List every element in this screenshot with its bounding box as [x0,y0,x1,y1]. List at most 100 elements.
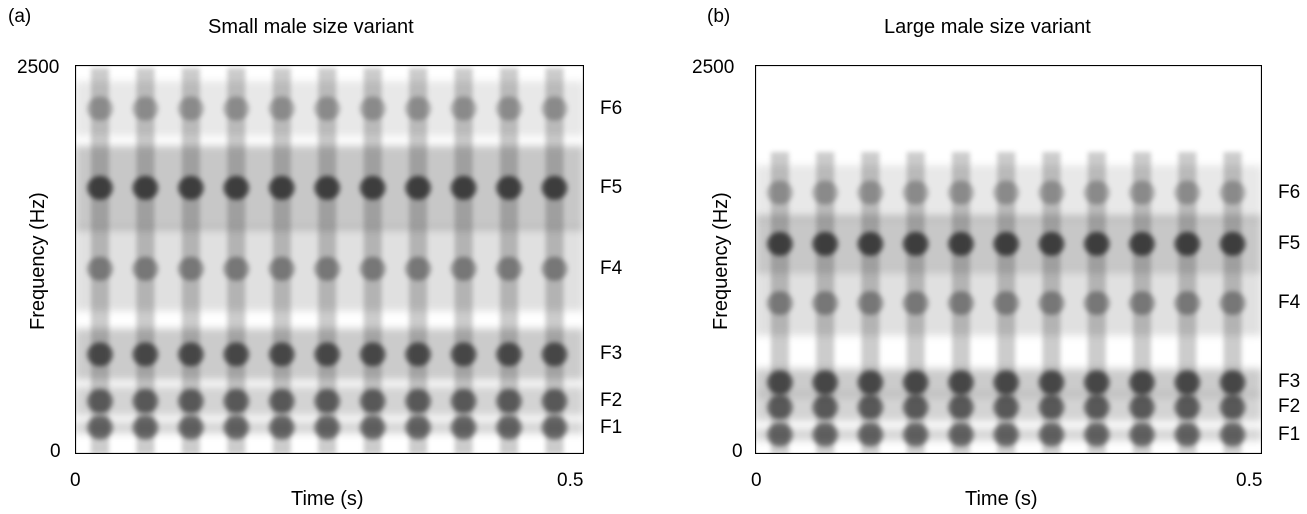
formant-pulse-blob [1174,180,1201,205]
formant-pulse-blob [541,342,568,367]
formant-pulse-blob [1038,231,1065,256]
formant-pulse-blob [268,96,295,121]
formant-pulse-blob [87,415,113,440]
formant-pulse-blob [948,370,974,395]
formant-pulse-blob [1083,231,1110,256]
formant-pulse-blob [857,231,884,256]
formant-pulse-blob [314,342,341,367]
formant-label: F1 [1278,423,1301,445]
formant-pulse-blob [450,415,477,440]
formant-pulse-blob [87,389,113,414]
formant-pulse-blob [812,180,839,205]
formant-pulse-blob [1129,291,1155,316]
formant-pulse-blob [948,422,974,447]
formant-pulse-blob [132,415,159,440]
formant-pulse-blob [541,415,568,440]
formant-pulse-blob [948,395,974,420]
formant-label: F4 [1278,292,1301,314]
x-tick-label-left: 0 [70,470,81,491]
formant-pulse-blob [268,389,295,414]
formant-pulse-blob [993,395,1020,420]
formant-label: F3 [600,343,623,365]
formant-pulse-blob [1174,422,1201,447]
formant-pulse-blob [993,370,1020,395]
formant-pulse-blob [177,342,204,367]
formant-pulse-blob [1129,395,1155,420]
formant-pulse-blob [177,389,204,414]
formant-pulse-blob [1219,180,1246,205]
formant-pulse-blob [948,180,974,205]
formant-pulse-blob [132,256,159,281]
y-axis-label: Frequency (Hz) [710,192,732,330]
formant-pulse-blob [359,342,386,367]
formant-pulse-blob [1219,395,1246,420]
formant-pulse-blob [1174,231,1201,256]
formant-pulse-blob [314,415,341,440]
formant-pulse-blob [496,389,522,414]
chart-panel-a: (a) Small male size variant 2500 0 0 0.5… [0,0,650,514]
chart-title: Small male size variant [208,16,414,38]
formant-pulse-blob [902,395,929,420]
formant-pulse-blob [132,96,159,121]
formant-pulse-blob [177,256,204,281]
formant-pulse-blob [268,415,295,440]
formant-pulse-blob [314,256,341,281]
formant-label: F6 [1278,181,1301,203]
formant-pulse-blob [223,342,250,367]
formant-pulse-blob [359,96,386,121]
formant-label: F3 [1278,371,1301,393]
formant-pulse-blob [857,180,884,205]
formant-pulse-blob [87,342,113,367]
formant-pulse-blob [1083,180,1110,205]
formant-pulse-blob [902,231,929,256]
formant-pulse-blob [766,370,793,395]
formant-pulse-blob [132,342,159,367]
formant-pulse-blob [902,180,929,205]
formant-pulse-blob [496,175,522,200]
formant-pulse-blob [314,389,341,414]
formant-pulse-blob [359,175,386,200]
spectrogram-plot [75,65,584,454]
formant-pulse-blob [1174,291,1201,316]
formant-pulse-blob [993,291,1020,316]
formant-pulse-blob [450,389,477,414]
formant-pulse-blob [1083,291,1110,316]
chart-title: Large male size variant [884,16,1091,38]
formant-pulse-blob [1129,231,1155,256]
chart-panel-b: (b) Large male size variant 2500 0 0 0.5… [650,0,1307,514]
formant-pulse-blob [1219,291,1246,316]
formant-pulse-blob [1083,370,1110,395]
formant-pulse-blob [450,256,477,281]
formant-pulse-blob [223,415,250,440]
spectrogram-plot [755,65,1262,454]
formant-pulse-blob [1219,231,1246,256]
formant-pulse-blob [405,175,432,200]
formant-pulse-blob [1038,422,1065,447]
formant-pulse-blob [496,415,522,440]
plot-frame [75,65,584,454]
formant-label: F4 [600,257,623,279]
formant-pulse-blob [1129,180,1155,205]
formant-pulse-blob [223,175,250,200]
formant-pulse-blob [857,291,884,316]
formant-pulse-blob [496,96,522,121]
formant-pulse-blob [359,389,386,414]
formant-pulse-blob [450,342,477,367]
formant-pulse-blob [132,389,159,414]
formant-pulse-blob [902,291,929,316]
y-tick-label-top: 2500 [17,57,60,78]
formant-pulse-blob [857,370,884,395]
formant-pulse-blob [541,389,568,414]
formant-pulse-blob [87,96,113,121]
formant-pulse-blob [857,395,884,420]
x-tick-label-left: 0 [751,470,762,491]
formant-pulse-blob [1038,370,1065,395]
formant-pulse-blob [405,389,432,414]
formant-pulse-blob [1083,422,1110,447]
formant-pulse-blob [993,422,1020,447]
formant-pulse-blob [857,422,884,447]
formant-pulse-blob [541,175,568,200]
formant-pulse-blob [993,180,1020,205]
formant-pulse-blob [450,175,477,200]
formant-pulse-blob [268,175,295,200]
